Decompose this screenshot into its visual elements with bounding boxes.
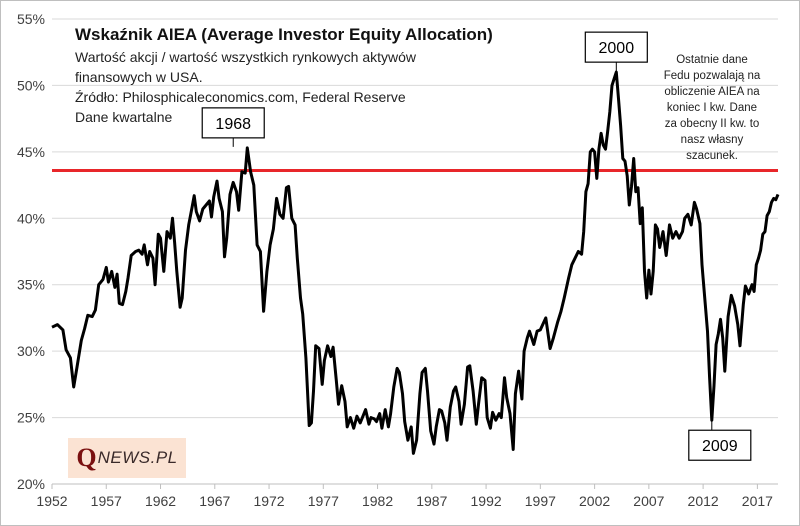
x-tick-label: 1952 — [36, 493, 67, 509]
y-tick-label: 50% — [17, 77, 45, 93]
callout-2009: 2009 — [688, 421, 752, 461]
qnews-logo: Q NEWS.PL — [68, 438, 186, 478]
x-tick-label: 2007 — [633, 493, 664, 509]
callout-box — [201, 107, 265, 139]
annotation-note: Ostatnie dane Fedu pozwalają na obliczenie… — [664, 54, 761, 162]
x-tick-labels: 1952 1957 1962 1967 1972 1977 1982 1987 1992 1997… — [36, 484, 773, 509]
y-tick-label: 35% — [17, 277, 45, 293]
x-tick-label: 1977 — [308, 493, 339, 509]
callout-box — [688, 429, 752, 461]
y-tick-label: 45% — [17, 144, 45, 160]
note-line: za obecny II kw. to — [665, 118, 760, 130]
y-tick-label: 30% — [17, 343, 45, 359]
x-tick-label: 1967 — [199, 493, 230, 509]
gridlines — [52, 18, 778, 485]
x-tick-label: 1957 — [91, 493, 122, 509]
logo-text: NEWS.PL — [97, 448, 178, 467]
x-tick-label: 1972 — [253, 493, 284, 509]
x-tick-label: 1982 — [362, 493, 393, 509]
callout-label: 1968 — [215, 116, 251, 133]
aiea-series-line — [51, 70, 780, 455]
note-line: koniec I kw. Dane — [667, 102, 757, 114]
x-tick-label: 2002 — [579, 493, 610, 509]
x-tick-label: 1962 — [145, 493, 176, 509]
callout-2000: 2000 — [584, 31, 648, 72]
y-tick-label: 40% — [17, 210, 45, 226]
x-tick-label: 1992 — [471, 493, 502, 509]
x-tick-label: 1987 — [416, 493, 447, 509]
note-line: nasz własny — [681, 134, 744, 146]
callout-label: 2000 — [599, 40, 635, 57]
callouts: 1968 2000 2009 — [201, 31, 752, 461]
subtitle-line-3: Źródło: Philosphicaleconomics.com, Feder… — [75, 89, 406, 105]
subtitle-line-2: finansowych w USA. — [75, 69, 203, 85]
note-line: Fedu pozwalają na — [664, 70, 761, 82]
callout-1968: 1968 — [201, 107, 265, 147]
callout-box — [584, 31, 648, 63]
y-tick-labels: 20% 25% 30% 35% 40% 45% 50% 55% — [17, 11, 45, 492]
note-line: Ostatnie dane — [676, 54, 748, 66]
callout-label: 2009 — [702, 438, 738, 455]
chart-title: Wskaźnik AIEA (Average Investor Equity A… — [75, 25, 493, 44]
y-tick-label: 20% — [17, 476, 45, 492]
note-line: obliczenie AIEA na — [664, 86, 760, 98]
logo-q: Q — [76, 443, 97, 472]
x-tick-label: 2012 — [688, 493, 719, 509]
subtitle-line-4: Dane kwartalne — [75, 109, 172, 125]
subtitle-line-1: Wartość akcji / wartość wszystkich rynko… — [75, 49, 417, 65]
x-tick-label: 2017 — [742, 493, 773, 509]
y-tick-label: 55% — [17, 11, 45, 27]
note-line: szacunek. — [686, 150, 738, 162]
y-tick-label: 25% — [17, 410, 45, 426]
x-tick-label: 1997 — [525, 493, 556, 509]
